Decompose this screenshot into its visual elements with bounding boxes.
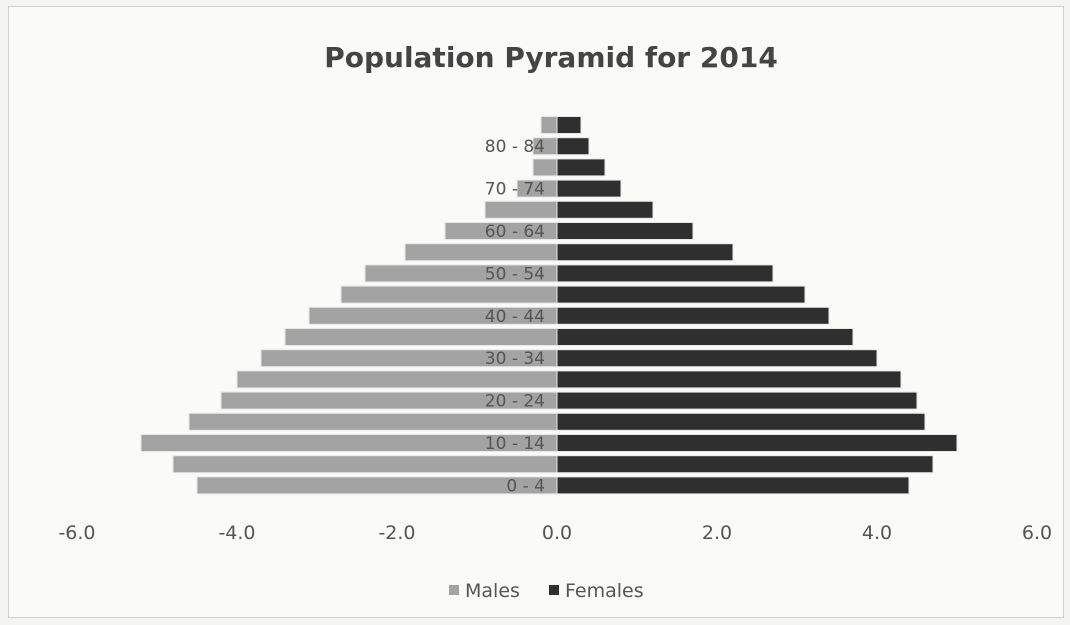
- chart-frame: Population Pyramid for 2014 0 - 4 10 - 14…: [8, 6, 1064, 618]
- bar-male-0: [196, 476, 558, 495]
- chart-title: Population Pyramid for 2014: [324, 41, 778, 74]
- bar-male-9: [340, 285, 558, 304]
- x-tick-label: -6.0: [58, 522, 95, 544]
- bar-female-13: [556, 200, 654, 219]
- bar-female-14: [556, 179, 622, 198]
- bar-female-4: [556, 391, 918, 410]
- bar-male-17: [540, 116, 558, 134]
- category-label: 70 - 74: [485, 180, 545, 200]
- x-tick-label: 6.0: [1022, 522, 1052, 544]
- bar-male-11: [404, 243, 558, 262]
- bar-female-0: [556, 476, 910, 495]
- legend-label-males: Males: [465, 580, 520, 602]
- legend: Males Females: [449, 580, 644, 602]
- category-label: 80 - 84: [485, 137, 545, 157]
- bar-female-16: [556, 137, 590, 156]
- x-tick-label: -2.0: [378, 522, 415, 544]
- bar-female-8: [556, 306, 830, 325]
- category-labels-group: 0 - 4 10 - 14 20 - 24 30 - 34 40 - 44 50 - 54…: [485, 137, 545, 496]
- legend-label-females: Females: [565, 580, 644, 602]
- bars-group: [140, 116, 958, 495]
- category-label: 40 - 44: [485, 307, 545, 327]
- bar-female-6: [556, 349, 878, 368]
- category-label: 50 - 54: [485, 264, 545, 284]
- category-label: 30 - 34: [485, 349, 545, 369]
- category-label: 60 - 64: [485, 222, 545, 242]
- legend-swatch-females: [549, 585, 559, 595]
- bar-female-15: [556, 158, 606, 177]
- category-label: 10 - 14: [485, 434, 545, 454]
- x-tick-label: 4.0: [862, 522, 892, 544]
- bar-female-11: [556, 243, 734, 262]
- x-tick-label: -4.0: [218, 522, 255, 544]
- x-axis-ticks-group: -6.0 -4.0 -2.0 0.0 2.0 4.0 6.0: [58, 522, 1052, 544]
- x-tick-label: 0.0: [542, 522, 572, 544]
- category-label: 0 - 4: [506, 476, 545, 496]
- bar-female-17: [556, 116, 582, 134]
- bar-female-1: [556, 455, 934, 474]
- bar-female-2: [556, 434, 958, 452]
- bar-female-10: [556, 264, 774, 283]
- bar-male-5: [236, 370, 558, 389]
- legend-swatch-males: [449, 585, 459, 595]
- bar-male-1: [172, 455, 558, 474]
- bar-male-7: [284, 328, 558, 346]
- bar-female-9: [556, 285, 806, 304]
- population-pyramid-chart: Population Pyramid for 2014 0 - 4 10 - 14…: [58, 41, 1052, 602]
- bar-female-3: [556, 412, 926, 431]
- bar-female-5: [556, 370, 902, 389]
- bar-male-3: [188, 412, 558, 431]
- bar-male-15: [532, 158, 558, 177]
- bar-female-12: [556, 222, 694, 240]
- bar-male-13: [484, 200, 558, 219]
- category-label: 20 - 24: [485, 392, 545, 412]
- x-tick-label: 2.0: [702, 522, 732, 544]
- bar-female-7: [556, 328, 854, 346]
